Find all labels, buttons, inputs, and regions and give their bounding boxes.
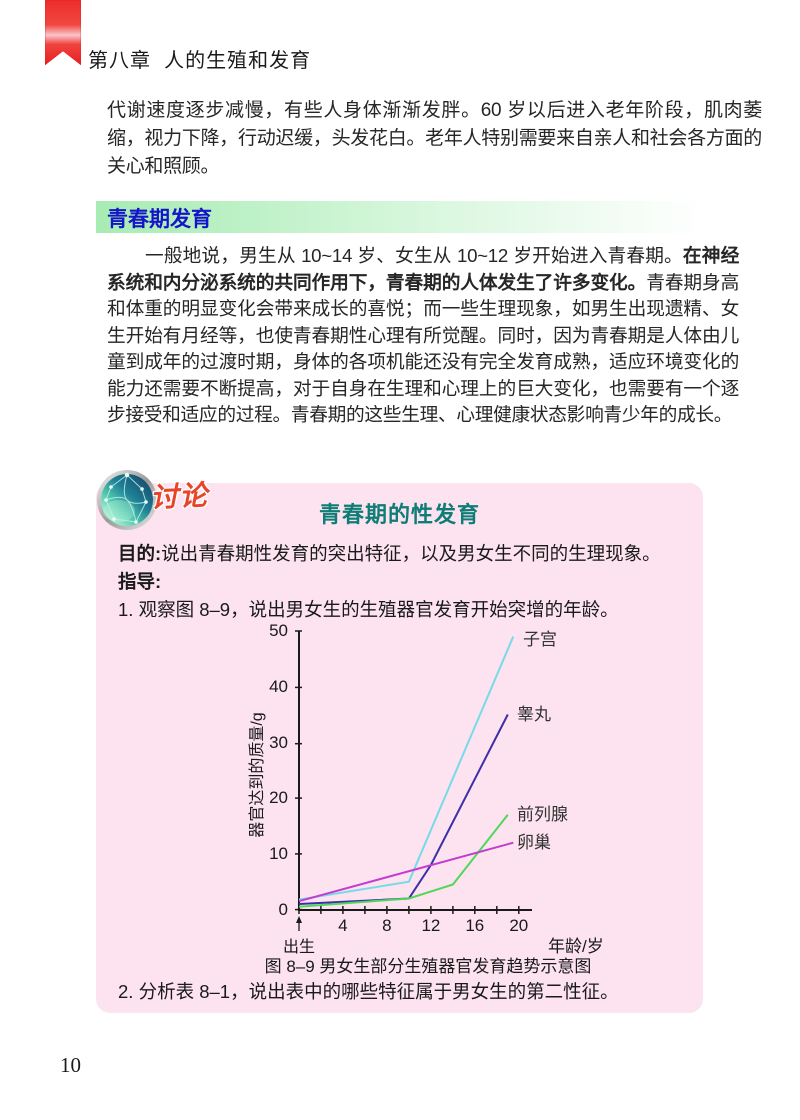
svg-text:4: 4 (338, 916, 347, 935)
svg-text:8: 8 (382, 916, 391, 935)
svg-text:10: 10 (269, 844, 288, 863)
svg-text:20: 20 (269, 788, 288, 807)
svg-text:子宫: 子宫 (523, 630, 557, 649)
svg-text:20: 20 (509, 916, 528, 935)
svg-text:睾丸: 睾丸 (517, 705, 551, 724)
svg-text:年龄/岁: 年龄/岁 (548, 937, 604, 956)
svg-text:16: 16 (465, 916, 484, 935)
svg-text:0: 0 (279, 900, 288, 919)
svg-text:12: 12 (421, 916, 440, 935)
svg-text:出生: 出生 (283, 938, 315, 956)
svg-text:30: 30 (269, 733, 288, 752)
svg-text:器官达到的质量/g: 器官达到的质量/g (248, 712, 266, 837)
svg-text:50: 50 (269, 621, 288, 640)
svg-text:图 8–9 男女生部分生殖器官发育趋势示意图: 图 8–9 男女生部分生殖器官发育趋势示意图 (265, 957, 592, 976)
svg-text:卵巢: 卵巢 (517, 833, 551, 852)
svg-text:前列腺: 前列腺 (517, 805, 568, 824)
svg-text:40: 40 (269, 677, 288, 696)
